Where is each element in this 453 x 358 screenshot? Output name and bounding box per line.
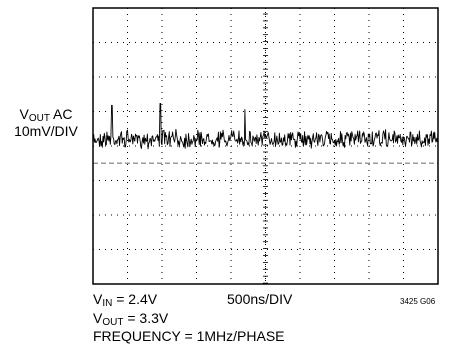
x-axis-label: 500ns/DIV: [227, 291, 293, 307]
vout-ac-trace: [92, 103, 439, 150]
grid: [93, 8, 438, 284]
frequency-note: FREQUENCY = 1MHz/PHASE: [93, 328, 285, 344]
vout-note: VOUT = 3.3V: [93, 310, 169, 328]
y-axis-label: VOUT AC: [19, 106, 73, 124]
figure-code: 3425 G06: [400, 297, 436, 306]
trace-layer: [92, 103, 439, 150]
vin-note: VIN = 2.4V: [93, 291, 158, 309]
y-axis-scale: 10mV/DIV: [14, 123, 78, 139]
plot-frame: [92, 7, 439, 285]
